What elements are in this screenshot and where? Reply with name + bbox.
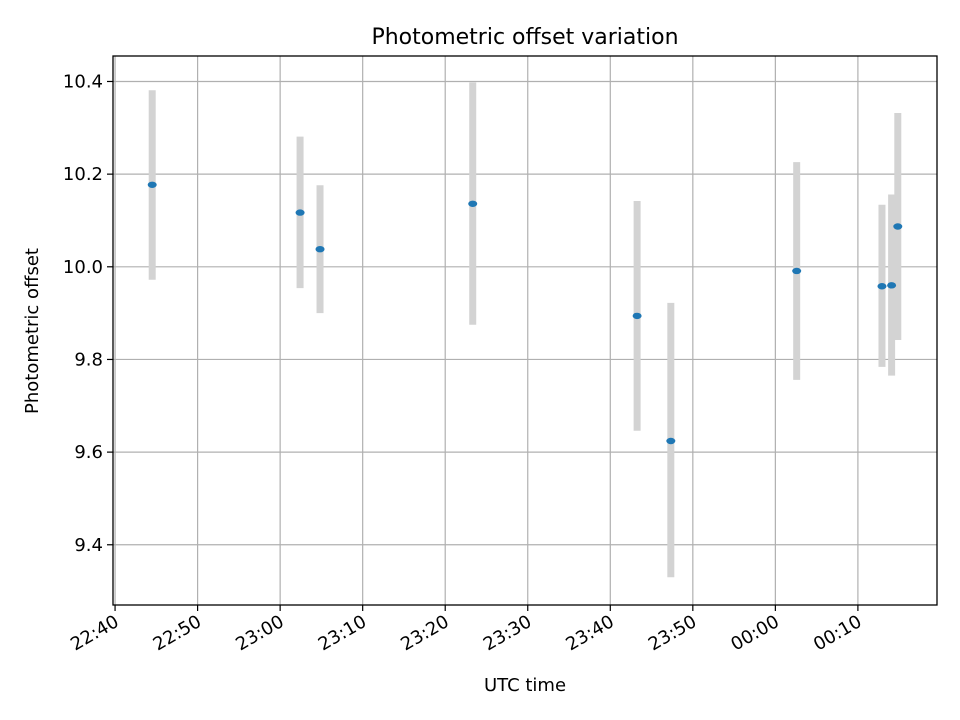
y-axis-ticks: 9.4 9.6 9.8 10.0 10.2 10.4 <box>63 71 113 556</box>
x-tick-label: 23:20 <box>397 611 452 655</box>
data-point <box>295 209 305 216</box>
data-point <box>887 282 897 289</box>
y-tick-label: 10.0 <box>63 257 103 278</box>
data-point <box>632 312 642 320</box>
data-point <box>315 245 325 253</box>
data-point <box>666 437 676 445</box>
x-axis-label: UTC time <box>484 675 566 696</box>
x-tick-label: 00:00 <box>727 611 782 655</box>
y-tick-label: 10.4 <box>63 71 103 92</box>
error-bars <box>148 82 902 578</box>
x-tick-label: 23:00 <box>232 611 287 655</box>
y-axis-label: Photometric offset <box>22 248 43 414</box>
data-point <box>893 223 903 230</box>
grid-lines <box>113 56 937 605</box>
data-point <box>468 200 478 207</box>
data-point <box>147 181 157 188</box>
plot-area-frame <box>112 55 938 606</box>
y-tick-label: 9.4 <box>74 535 103 556</box>
y-tick-label: 10.2 <box>63 164 103 185</box>
x-tick-label: 22:40 <box>67 611 122 655</box>
data-points <box>147 181 903 445</box>
chart-title: Photometric offset variation <box>371 25 678 50</box>
x-tick-label: 23:30 <box>480 611 535 655</box>
y-tick-label: 9.6 <box>74 442 103 463</box>
x-tick-label: 23:40 <box>562 611 617 655</box>
data-point <box>877 283 887 290</box>
x-axis-ticks: 22:40 22:50 23:00 23:10 23:20 23:30 23:40 23:50… <box>67 605 865 655</box>
x-tick-label: 00:10 <box>810 611 865 655</box>
x-tick-label: 23:50 <box>645 611 700 655</box>
x-tick-label: 23:10 <box>315 611 370 655</box>
x-tick-label: 22:50 <box>150 611 205 655</box>
data-point <box>792 267 802 275</box>
y-tick-label: 9.8 <box>74 349 103 370</box>
